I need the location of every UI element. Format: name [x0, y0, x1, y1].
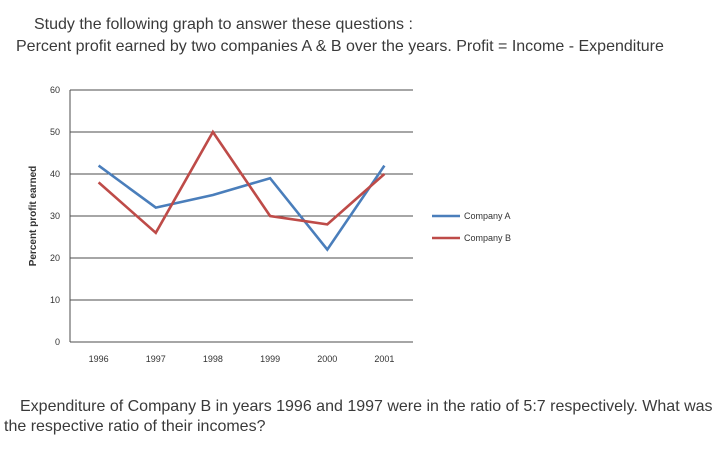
intro-line-1: Study the following graph to answer thes… [34, 16, 413, 33]
y-axis-title: Percent profit earned [28, 166, 39, 267]
series-line-company-b [97, 129, 386, 235]
x-tick-label: 2000 [317, 354, 337, 364]
y-tick-label: 40 [50, 169, 60, 179]
x-tick-label: 1997 [146, 354, 166, 364]
x-tick-label: 1998 [203, 354, 223, 364]
question-line-2: the respective ratio of their incomes? [4, 418, 266, 435]
y-tick-label: 20 [50, 253, 60, 263]
question-text: Expenditure of Company B in years 1996 a… [0, 397, 713, 437]
legend-label: Company B [464, 233, 511, 243]
y-tick-label: 0 [55, 337, 60, 347]
y-tick-label: 30 [50, 211, 60, 221]
y-tick-label: 10 [50, 295, 60, 305]
intro-text: Study the following graph to answer thes… [0, 14, 713, 58]
chart-canvas: 0 10 20 30 40 50 60 1996 1997 1998 1999 2000 2001 Per… [28, 85, 511, 364]
y-tick-label: 50 [50, 127, 60, 137]
intro-line-2: Percent profit earned by two companies A… [16, 38, 664, 55]
legend-label: Company A [464, 211, 511, 221]
y-tick-label: 60 [50, 85, 60, 95]
series-line-company-a [97, 164, 386, 252]
x-tick-label: 1996 [89, 354, 109, 364]
x-tick-label: 1999 [260, 354, 280, 364]
x-tick-label: 2001 [374, 354, 394, 364]
line-chart: 0 10 20 30 40 50 60 1996 1997 1998 1999 2000 2001 Per… [24, 80, 536, 377]
question-line-1: Expenditure of Company B in years 1996 a… [20, 398, 713, 415]
